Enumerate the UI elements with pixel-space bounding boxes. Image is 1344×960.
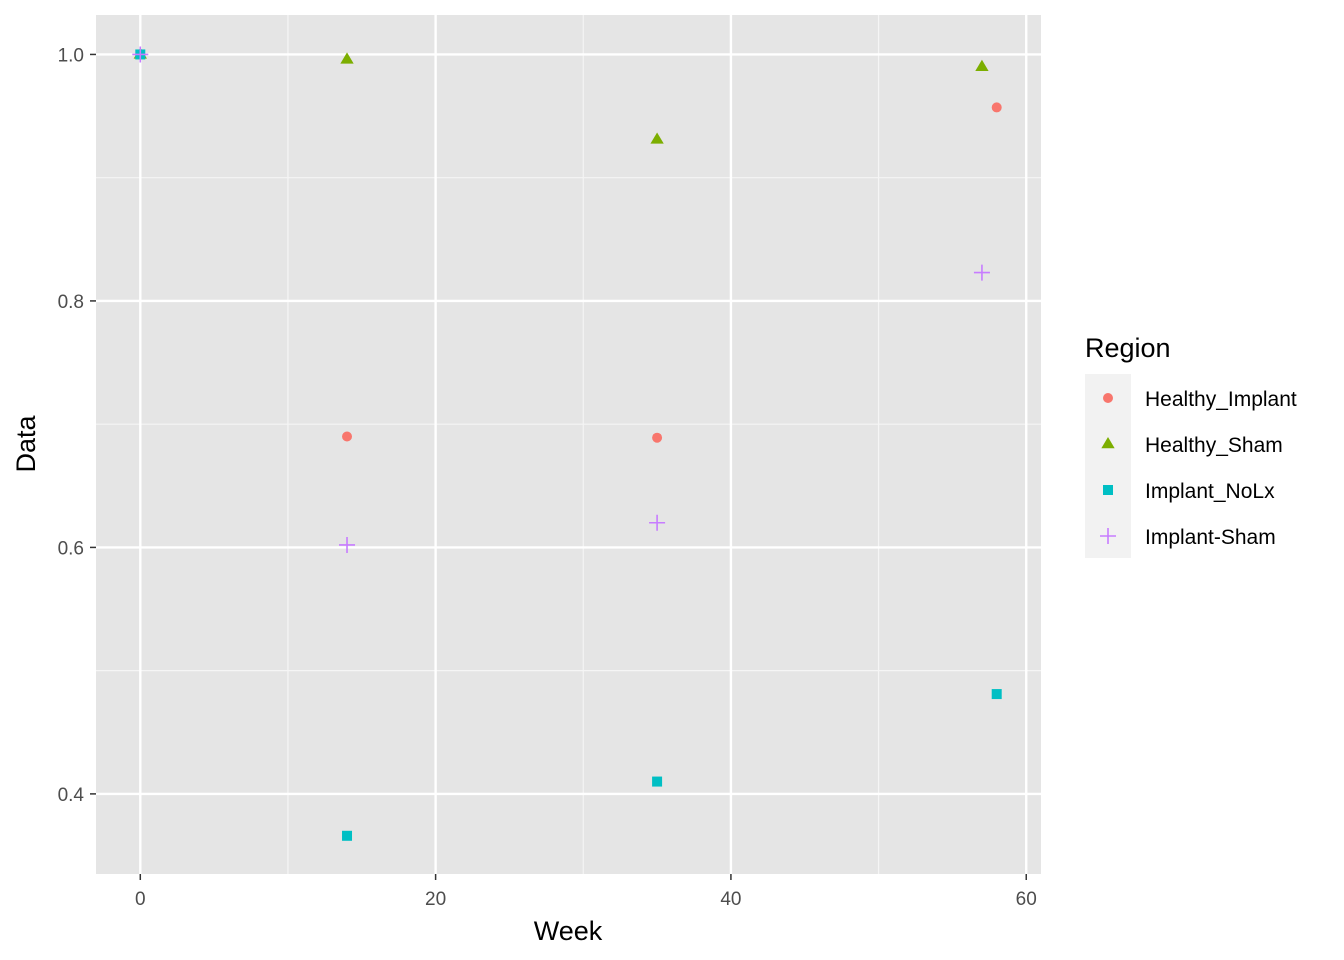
y-tick-label: 0.4 <box>58 785 85 806</box>
data-point <box>652 432 663 443</box>
data-point <box>650 132 664 144</box>
data-point <box>340 52 354 64</box>
legend: Region Healthy_Implant Healthy_Sham Implan… <box>1085 333 1297 558</box>
legend-key-square <box>1103 485 1113 495</box>
x-axis-title: Week <box>534 916 603 946</box>
data-point <box>991 102 1002 113</box>
series-3 <box>132 46 990 553</box>
major-gridlines <box>96 15 1041 874</box>
y-axis-ticks: 0.4 0.6 0.8 1.0 <box>58 45 96 806</box>
legend-key-background <box>1085 374 1131 558</box>
legend-label: Implant-Sham <box>1145 526 1276 549</box>
data-point <box>132 46 149 63</box>
legend-title: Region <box>1085 333 1171 363</box>
data-point <box>649 514 666 531</box>
y-tick-label: 1.0 <box>58 45 84 66</box>
data-point <box>991 689 1002 700</box>
x-tick-label: 0 <box>135 889 146 910</box>
legend-label: Implant_NoLx <box>1145 480 1275 503</box>
legend-item: Implant_NoLx <box>1103 480 1275 503</box>
data-point <box>342 431 353 442</box>
legend-item: Healthy_Implant <box>1103 388 1297 411</box>
minor-gridlines <box>96 15 1041 874</box>
x-tick-label: 40 <box>720 889 741 910</box>
panel-background <box>96 15 1041 874</box>
data-point <box>339 536 356 553</box>
data-point <box>342 830 353 841</box>
y-tick-label: 0.8 <box>58 292 84 313</box>
data-point <box>652 776 663 787</box>
x-tick-label: 60 <box>1016 889 1037 910</box>
legend-label: Healthy_Sham <box>1145 434 1283 457</box>
data-points <box>132 46 1002 841</box>
legend-item: Healthy_Sham <box>1101 434 1283 457</box>
data-point <box>975 59 989 71</box>
legend-key-circle <box>1103 393 1113 403</box>
legend-key-plus <box>1100 528 1116 544</box>
legend-key-triangle <box>1101 437 1115 449</box>
x-axis-ticks: 0 20 40 60 <box>135 874 1037 910</box>
x-tick-label: 20 <box>425 889 446 910</box>
legend-label: Healthy_Implant <box>1145 388 1297 411</box>
legend-item: Implant-Sham <box>1100 526 1276 549</box>
y-tick-label: 0.6 <box>58 538 84 559</box>
data-point <box>973 264 990 281</box>
y-axis-title: Data <box>11 415 41 473</box>
